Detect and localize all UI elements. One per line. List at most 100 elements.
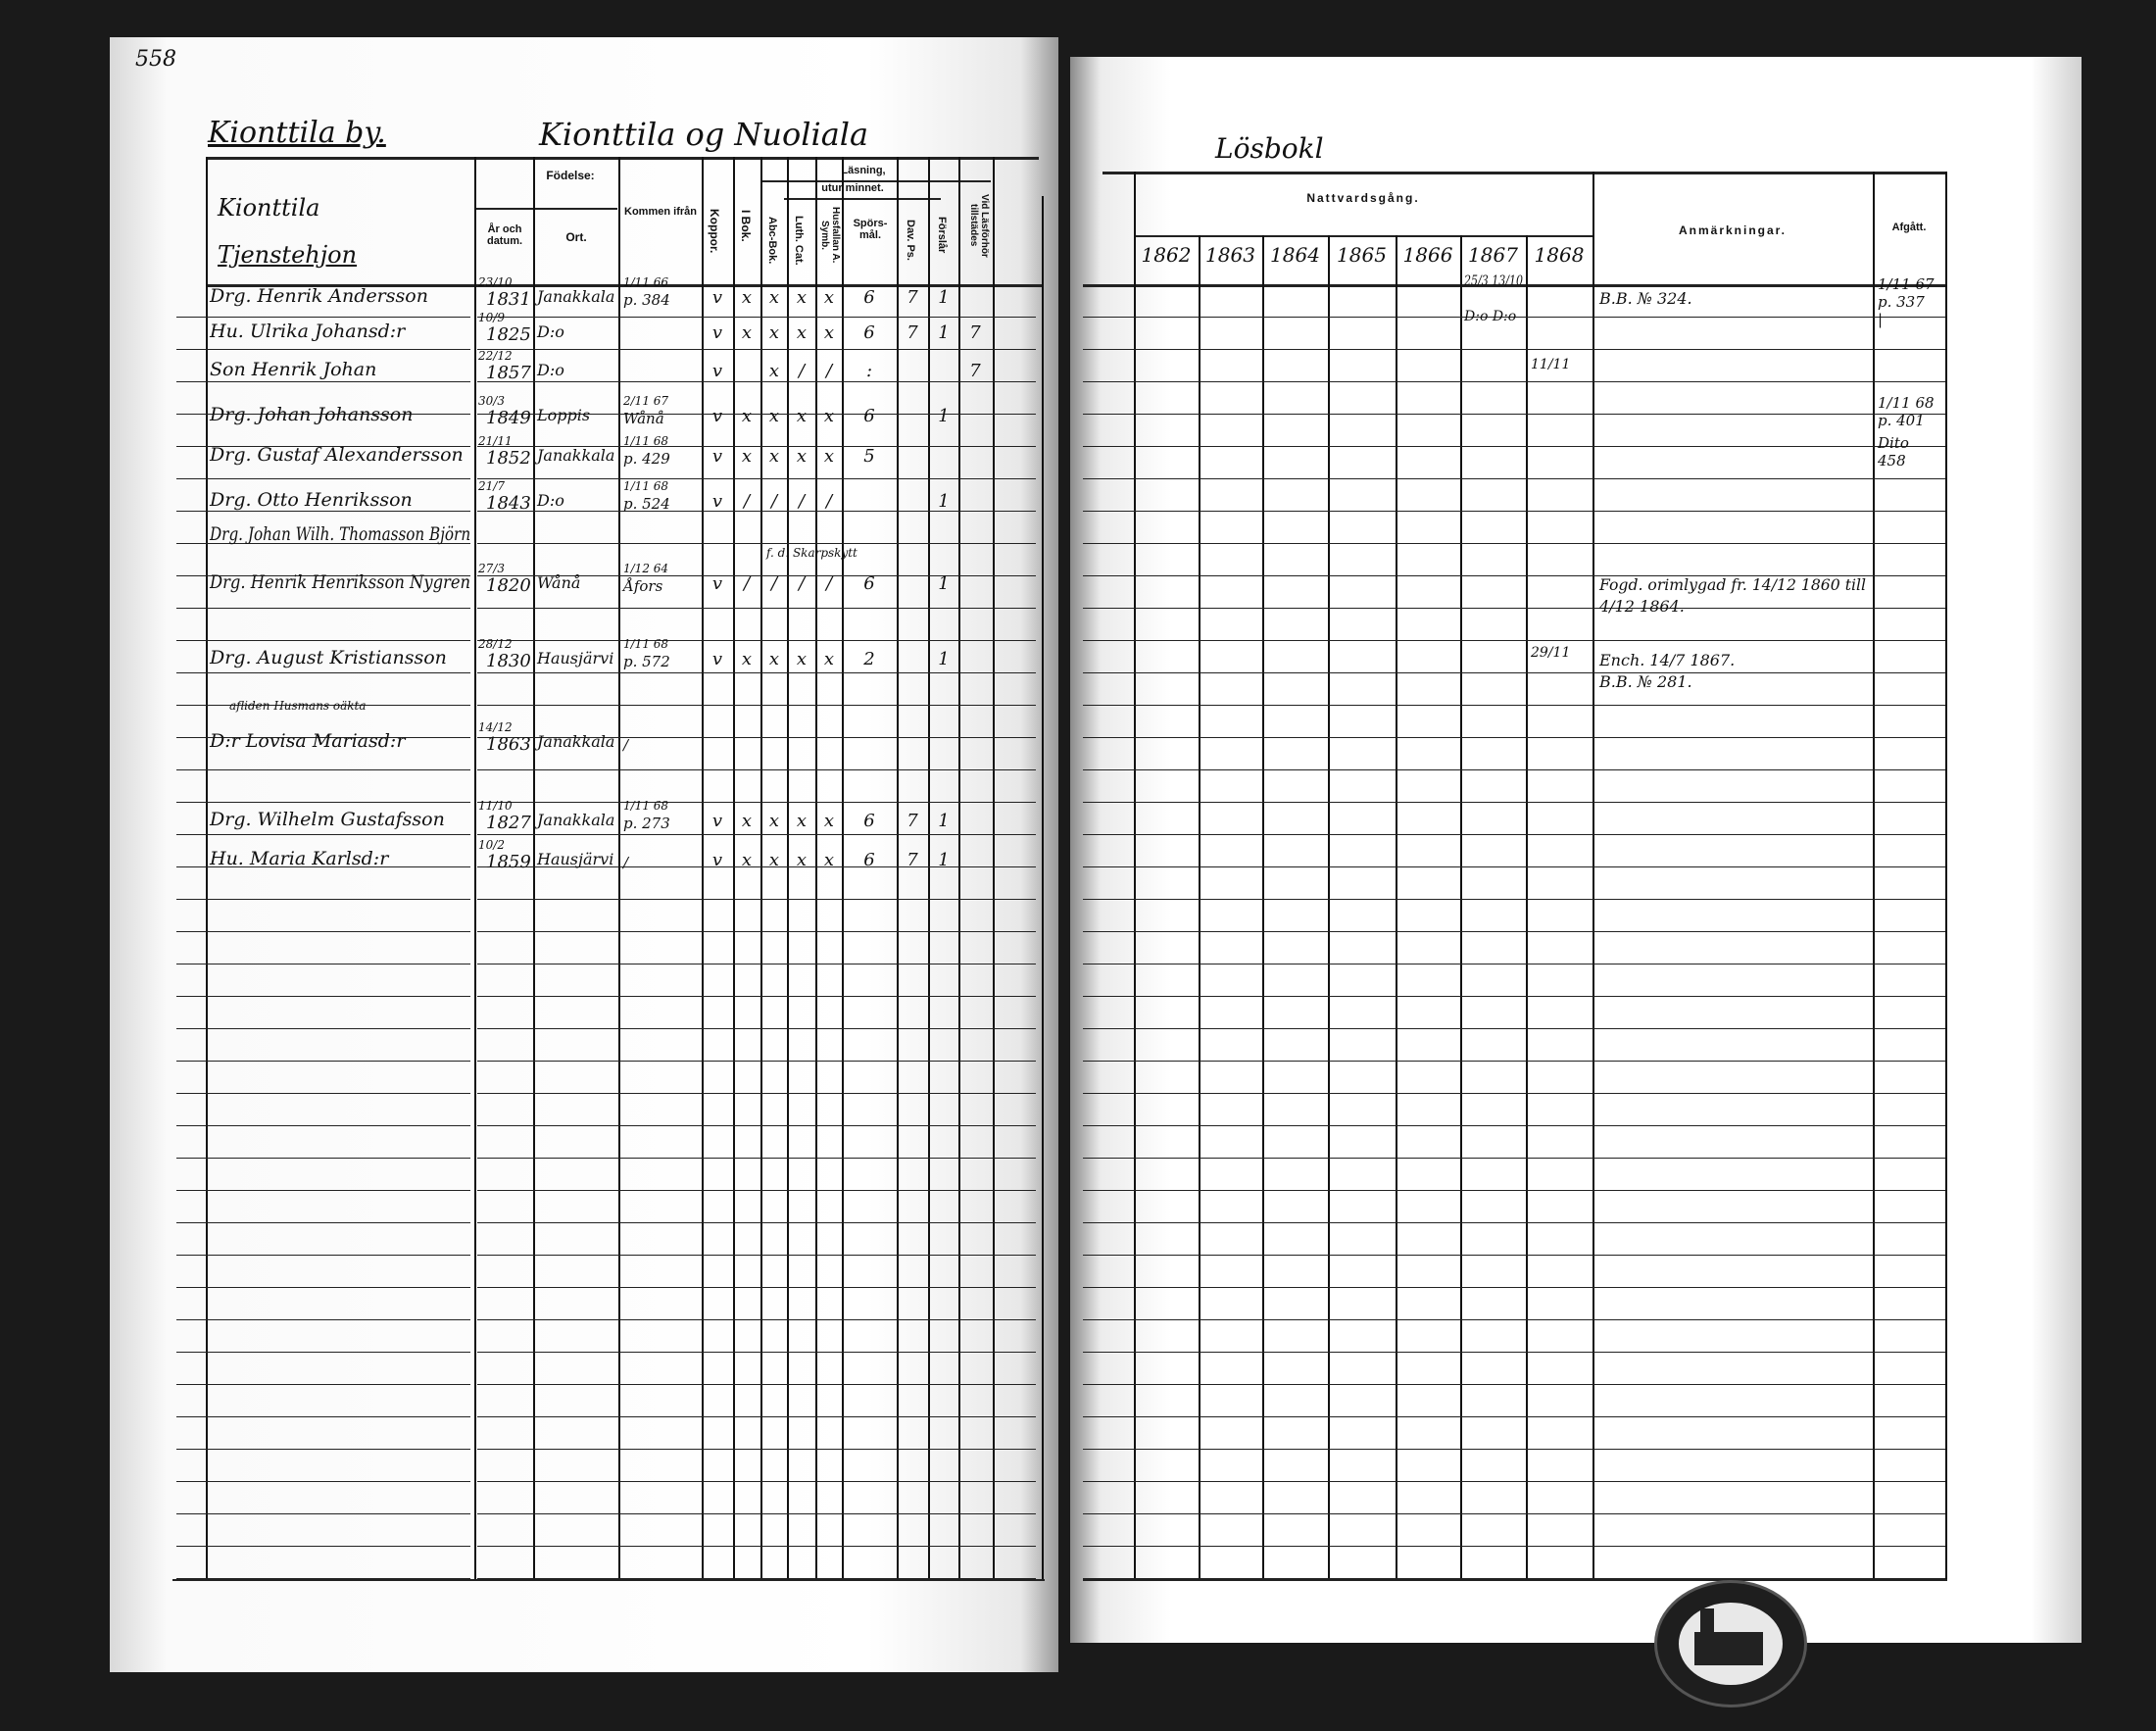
left-row-rule	[176, 1352, 470, 1353]
right-row-rule	[1083, 640, 1945, 641]
right-row-rule	[1083, 1352, 1945, 1353]
reading-mark-abc: x	[768, 287, 780, 308]
person-name: Drg. Henrik Andersson	[210, 285, 428, 307]
household-label: Kionttila	[218, 194, 320, 222]
left-row-rule	[477, 446, 1036, 447]
header-afgatt: Afgått.	[1891, 222, 1927, 233]
reading-mark-luth: /	[798, 361, 806, 381]
right-row-rule	[1083, 1255, 1945, 1256]
departed-date: 1/11 68	[1878, 394, 1935, 412]
birth-year: 1843	[486, 493, 531, 514]
left-row-rule	[176, 1546, 470, 1547]
left-row-rule	[477, 511, 1036, 512]
reading-mark-vid: 7	[969, 361, 981, 381]
birth-day: 28/12	[478, 637, 513, 651]
reading-mark-spors: :	[865, 361, 873, 381]
reading-mark-forslar: 1	[938, 811, 950, 831]
reading-mark-spors: 6	[863, 850, 875, 870]
reading-mark-koppor: v	[711, 361, 723, 381]
reading-mark-dav: 7	[906, 322, 918, 343]
reading-mark-spors: 6	[863, 406, 875, 426]
right-row-rule	[1083, 1416, 1945, 1417]
left-row-rule	[477, 1416, 1036, 1417]
header-vid-lasforhor: Vid Läsförhör tillstädes	[968, 193, 990, 258]
person-name: Drg. Gustaf Alexandersson	[210, 444, 464, 466]
right-row-rule	[1083, 996, 1945, 997]
reading-mark-i-bok: x	[741, 811, 753, 831]
left-row-rule	[477, 1028, 1036, 1029]
archive-stamp	[1654, 1580, 1807, 1707]
left-column-line	[733, 157, 735, 1579]
left-row-rule	[477, 1319, 1036, 1320]
reading-mark-spors: 6	[863, 287, 875, 308]
right-row-rule	[1083, 1158, 1945, 1159]
left-row-rule	[176, 996, 470, 997]
birth-place: Janakkala	[537, 446, 615, 465]
left-column-line	[206, 157, 208, 1579]
fodelse-rule	[476, 208, 617, 210]
moved-from-ref: Åfors	[623, 577, 663, 595]
person-name: D:r Lovisa Mariasd:r	[210, 730, 406, 752]
left-column-line	[618, 157, 620, 1579]
left-row-rule	[477, 1061, 1036, 1062]
reading-mark-dav: 7	[906, 811, 918, 831]
right-column-line	[1262, 235, 1264, 1579]
birth-place: D:o	[537, 361, 564, 379]
year-1863: 1863	[1205, 243, 1255, 267]
reading-mark-luth: x	[796, 446, 808, 467]
left-row-rule	[477, 996, 1036, 997]
departed-ref: 458	[1878, 452, 1906, 470]
left-column-line	[897, 157, 899, 1579]
left-row-rule	[477, 1384, 1036, 1385]
reading-mark-husf: x	[823, 811, 835, 831]
departed-ref: p. 337	[1878, 293, 1925, 311]
reading-mark-husf: x	[823, 287, 835, 308]
departed-date: Dito	[1878, 434, 1909, 452]
right-row-rule	[1083, 1319, 1945, 1320]
reading-mark-forslar: 1	[938, 573, 950, 594]
left-row-rule	[477, 1190, 1036, 1191]
moved-from-date: 1/11 68	[623, 637, 669, 651]
left-row-rule	[477, 1578, 1036, 1579]
left-row-rule	[176, 1158, 470, 1159]
right-row-rule	[1083, 1093, 1945, 1094]
left-row-rule	[477, 866, 1036, 867]
year-1865: 1865	[1337, 243, 1387, 267]
reading-mark-luth: /	[798, 491, 806, 512]
person-name: Drg. Otto Henriksson	[210, 489, 413, 511]
left-row-rule	[477, 608, 1036, 609]
right-row-rule	[1083, 1028, 1945, 1029]
remark-line-1: Ench. 14/7 1867.	[1599, 651, 1736, 669]
right-row-rule	[1083, 705, 1945, 706]
birth-year: 1830	[486, 651, 531, 671]
left-row-rule	[176, 640, 470, 641]
left-table-bottom-rule	[172, 1579, 1045, 1581]
person-name: Hu. Maria Karlsd:r	[210, 848, 389, 869]
departed-date: |	[1878, 311, 1884, 328]
left-row-rule	[477, 1125, 1036, 1126]
right-row-rule	[1083, 511, 1945, 512]
person-name: Drg. Johan Johansson	[210, 404, 414, 425]
church-icon	[1694, 1632, 1763, 1665]
right-row-rule	[1083, 769, 1945, 770]
left-row-rule	[176, 414, 470, 415]
person-note: f. d. Skarpskytt	[766, 546, 858, 560]
left-row-rule	[477, 899, 1036, 900]
church-tower-icon	[1700, 1608, 1714, 1638]
moved-from-ref: p. 572	[623, 653, 670, 670]
year-1867: 1867	[1468, 243, 1518, 267]
person-note: afliden Husmans oäkta	[229, 699, 367, 713]
right-row-rule	[1083, 1546, 1945, 1547]
reading-mark-i-bok: x	[741, 322, 753, 343]
left-column-line	[474, 157, 476, 1579]
right-row-rule	[1083, 414, 1945, 415]
reading-mark-luth: x	[796, 811, 808, 831]
left-row-rule	[477, 1513, 1036, 1514]
moved-from-ref: /	[623, 854, 629, 871]
header-forslar: Förslår	[936, 217, 948, 254]
right-page	[1070, 57, 2082, 1643]
header-ort: Ort.	[565, 230, 587, 244]
left-row-rule	[477, 575, 1036, 576]
remark-line-1: Fogd. orimlygad fr. 14/12 1860 till	[1599, 575, 1867, 594]
right-column-line	[1396, 235, 1397, 1579]
